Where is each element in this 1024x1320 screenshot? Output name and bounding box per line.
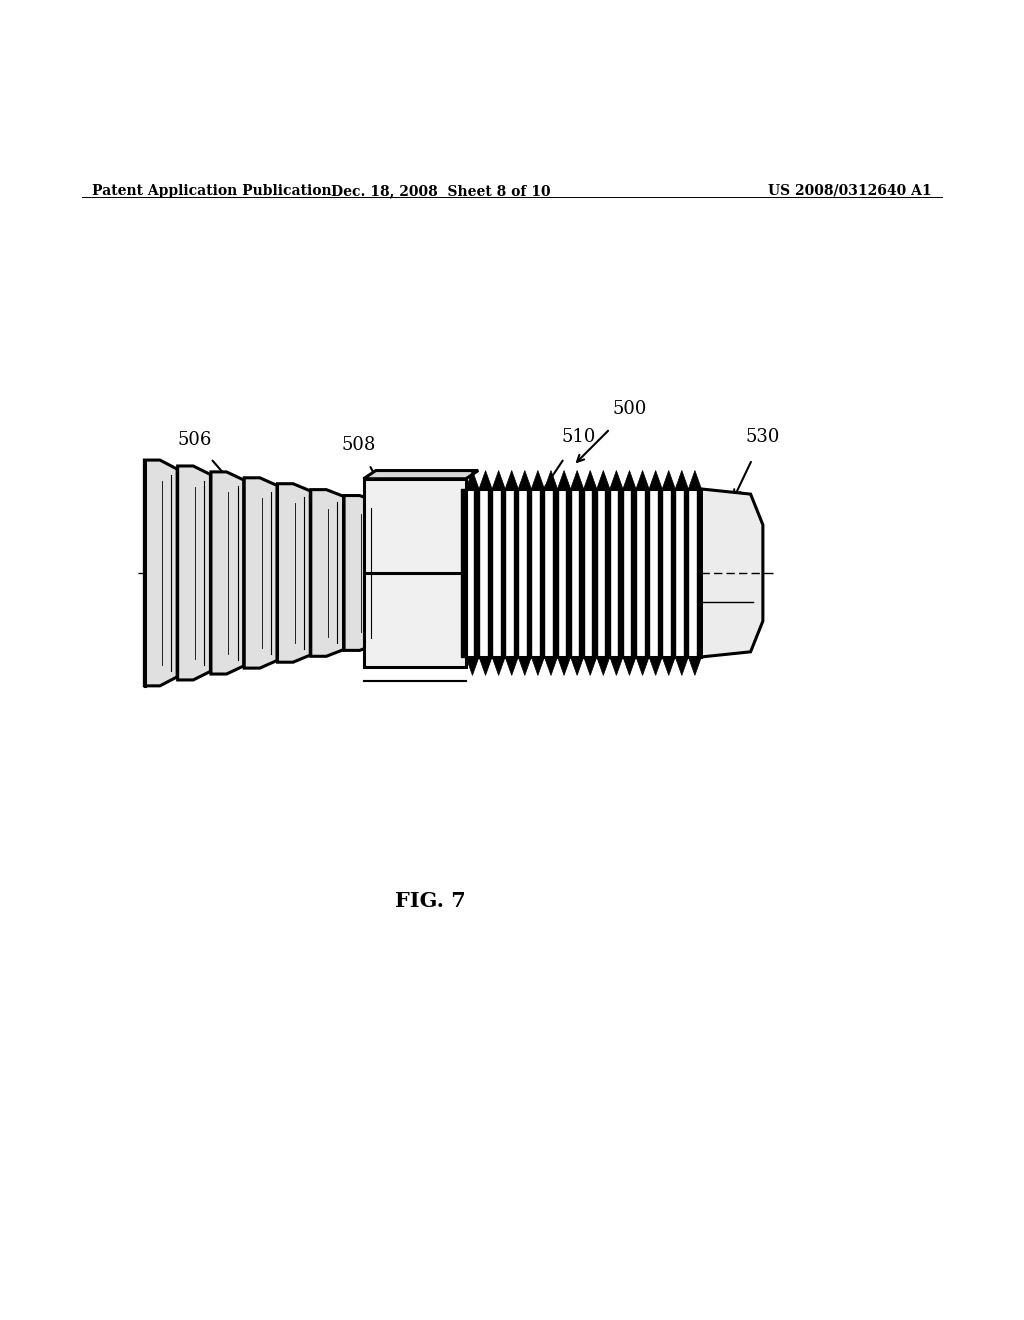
Polygon shape — [493, 657, 505, 676]
Polygon shape — [466, 657, 479, 676]
Polygon shape — [278, 483, 310, 663]
Polygon shape — [493, 470, 505, 488]
Polygon shape — [597, 657, 610, 676]
Polygon shape — [623, 470, 636, 488]
Polygon shape — [570, 657, 584, 676]
Polygon shape — [663, 470, 675, 488]
Polygon shape — [649, 657, 663, 676]
Polygon shape — [557, 470, 570, 488]
Polygon shape — [144, 461, 177, 686]
Text: 508: 508 — [341, 436, 376, 454]
Polygon shape — [649, 470, 663, 488]
Text: 500: 500 — [612, 400, 647, 418]
Polygon shape — [505, 657, 518, 676]
Polygon shape — [557, 657, 570, 676]
Polygon shape — [531, 470, 545, 488]
Polygon shape — [701, 488, 763, 657]
Text: Dec. 18, 2008  Sheet 8 of 10: Dec. 18, 2008 Sheet 8 of 10 — [331, 183, 550, 198]
Polygon shape — [675, 470, 688, 488]
Polygon shape — [518, 657, 531, 676]
Polygon shape — [479, 657, 493, 676]
Polygon shape — [545, 470, 557, 488]
Polygon shape — [364, 470, 478, 479]
Polygon shape — [636, 657, 649, 676]
Polygon shape — [610, 657, 623, 676]
Text: Patent Application Publication: Patent Application Publication — [92, 183, 332, 198]
Polygon shape — [364, 479, 466, 667]
Polygon shape — [636, 470, 649, 488]
Polygon shape — [518, 470, 531, 488]
Text: US 2008/0312640 A1: US 2008/0312640 A1 — [768, 183, 932, 198]
Polygon shape — [545, 657, 557, 676]
Text: 506: 506 — [177, 430, 212, 449]
Polygon shape — [663, 657, 675, 676]
Text: 530: 530 — [745, 428, 780, 446]
Polygon shape — [505, 470, 518, 488]
Polygon shape — [178, 466, 211, 680]
Polygon shape — [597, 470, 610, 488]
Polygon shape — [479, 470, 493, 488]
Polygon shape — [344, 495, 377, 651]
Polygon shape — [466, 470, 479, 488]
Polygon shape — [584, 657, 597, 676]
Polygon shape — [466, 488, 701, 657]
Text: 510: 510 — [561, 428, 596, 446]
Polygon shape — [610, 470, 623, 488]
Text: FIG. 7: FIG. 7 — [394, 891, 466, 911]
Polygon shape — [311, 490, 344, 656]
Polygon shape — [570, 470, 584, 488]
Polygon shape — [531, 657, 545, 676]
Polygon shape — [584, 470, 597, 488]
Polygon shape — [211, 471, 244, 675]
Polygon shape — [244, 478, 276, 668]
Polygon shape — [688, 657, 701, 676]
Polygon shape — [675, 657, 688, 676]
Polygon shape — [623, 657, 636, 676]
Polygon shape — [688, 470, 701, 488]
